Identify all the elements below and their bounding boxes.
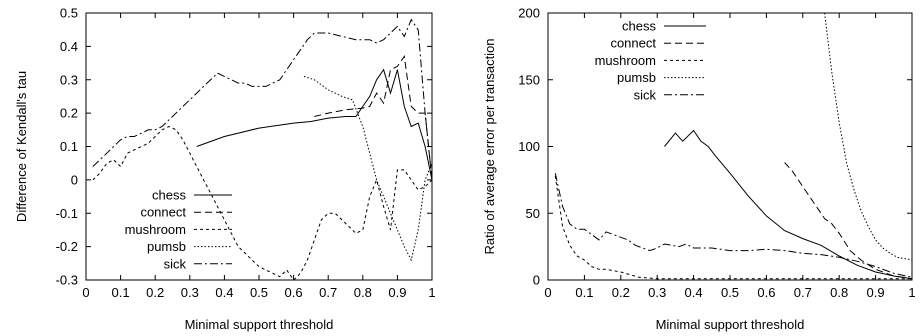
chart-0-legend-label-pumsb: pumsb xyxy=(147,239,186,254)
chart-0-y-tick-label: -0.2 xyxy=(56,239,78,254)
chart-0-x-tick-label: 0 xyxy=(82,285,89,300)
chart-0-y-tick-label: 0.4 xyxy=(60,39,78,54)
chart-0-legend-label-sick: sick xyxy=(164,256,187,271)
chart-0-x-tick-label: 0.9 xyxy=(388,285,406,300)
chart-1-legend-label-mushroom: mushroom xyxy=(595,53,656,68)
chart-1-y-tick-label: 100 xyxy=(518,139,540,154)
chart-1-x-tick-label: 1 xyxy=(908,285,915,300)
chart-0-plot-frame xyxy=(85,12,433,281)
chart-0-x-axis-label: Minimal support threshold xyxy=(185,317,334,332)
chart-1-legend-label-pumsb: pumsb xyxy=(617,70,656,85)
chart-1-legend-label-chess: chess xyxy=(622,19,656,34)
chart-0-y-tick-label: 0.3 xyxy=(60,72,78,87)
chart-1-series-line-connect xyxy=(784,162,912,280)
chart-1-x-tick-label: 0.9 xyxy=(867,285,885,300)
chart-0-y-axis-label: Difference of Kendall's tau xyxy=(14,71,29,222)
chart-1-x-tick-label: 0.5 xyxy=(721,285,739,300)
chart-1-x-tick-label: 0.2 xyxy=(612,285,630,300)
chart-1-x-tick-label: 0 xyxy=(544,285,551,300)
chart-1-y-tick-label: 200 xyxy=(518,6,540,21)
chart-0-x-tick-label: 0.7 xyxy=(319,285,337,300)
chart-0-x-tick-label: 0.6 xyxy=(285,285,303,300)
chart-0-y-tick-label: 0 xyxy=(71,172,78,187)
chart-0-x-tick-label: 0.8 xyxy=(354,285,372,300)
chart-1-x-tick-label: 0.8 xyxy=(830,285,848,300)
left-chart-kendall-tau: 0 0.1 0.2 0.3 0.4 0.5 0.6 0.7 0.8 0.9 1 -0.3 -0.2 -0.… xyxy=(14,6,436,333)
chart-1-x-axis-label: Minimal support threshold xyxy=(656,317,805,332)
chart-0-series-line-chess xyxy=(196,68,432,181)
chart-0-legend-label-connect: connect xyxy=(140,205,186,220)
chart-1-y-tick-label: 150 xyxy=(518,72,540,87)
chart-0-series-line-sick xyxy=(92,18,432,180)
chart-0-y-tick-label: -0.1 xyxy=(56,206,78,221)
chart-0-legend-label-mushroom: mushroom xyxy=(125,222,186,237)
chart-1-series-line-chess xyxy=(664,129,912,280)
chart-0-x-tick-label: 0.2 xyxy=(146,285,164,300)
chart-1-x-tick-label: 0.6 xyxy=(757,285,775,300)
chart-1-legend-label-sick: sick xyxy=(634,87,657,102)
chart-1-x-tick-label: 0.3 xyxy=(648,285,666,300)
chart-1-series-line-pumsb xyxy=(824,13,912,261)
chart-1-series-line-mushroom xyxy=(554,175,912,280)
chart-0-series-line-connect xyxy=(314,55,432,180)
chart-1-y-tick-label: 50 xyxy=(526,206,540,221)
chart-0-x-tick-label: 0.4 xyxy=(215,285,233,300)
chart-1-series-line-sick xyxy=(554,173,912,278)
chart-1-legend-label-connect: connect xyxy=(610,36,656,51)
chart-0-x-tick-label: 0.5 xyxy=(250,285,268,300)
chart-0-y-tick-label: 0.2 xyxy=(60,106,78,121)
chart-0-series-line-mushroom xyxy=(92,125,432,280)
chart-1-x-tick-label: 0.7 xyxy=(794,285,812,300)
chart-0-legend-label-chess: chess xyxy=(152,188,186,203)
chart-0-x-tick-label: 0.3 xyxy=(181,285,199,300)
chart-0-x-tick-label: 0.1 xyxy=(112,285,130,300)
chart-1-y-tick-label: 0 xyxy=(533,273,540,288)
chart-0-series-line-pumsb xyxy=(303,75,432,262)
right-chart-error-ratio: 0 0.1 0.2 0.3 0.4 0.5 0.6 0.7 0.8 0.9 1 0 50 100 150 20… xyxy=(482,6,916,333)
chart-1-x-tick-label: 0.1 xyxy=(575,285,593,300)
chart-0-x-tick-label: 1 xyxy=(428,285,435,300)
chart-1-y-axis-label: Ratio of average error per transaction xyxy=(482,38,497,254)
chart-0-y-tick-label: 0.5 xyxy=(60,6,78,21)
chart-0-y-tick-label: -0.3 xyxy=(56,273,78,288)
chart-0-y-tick-label: 0.1 xyxy=(60,139,78,154)
chart-1-x-tick-label: 0.4 xyxy=(685,285,703,300)
